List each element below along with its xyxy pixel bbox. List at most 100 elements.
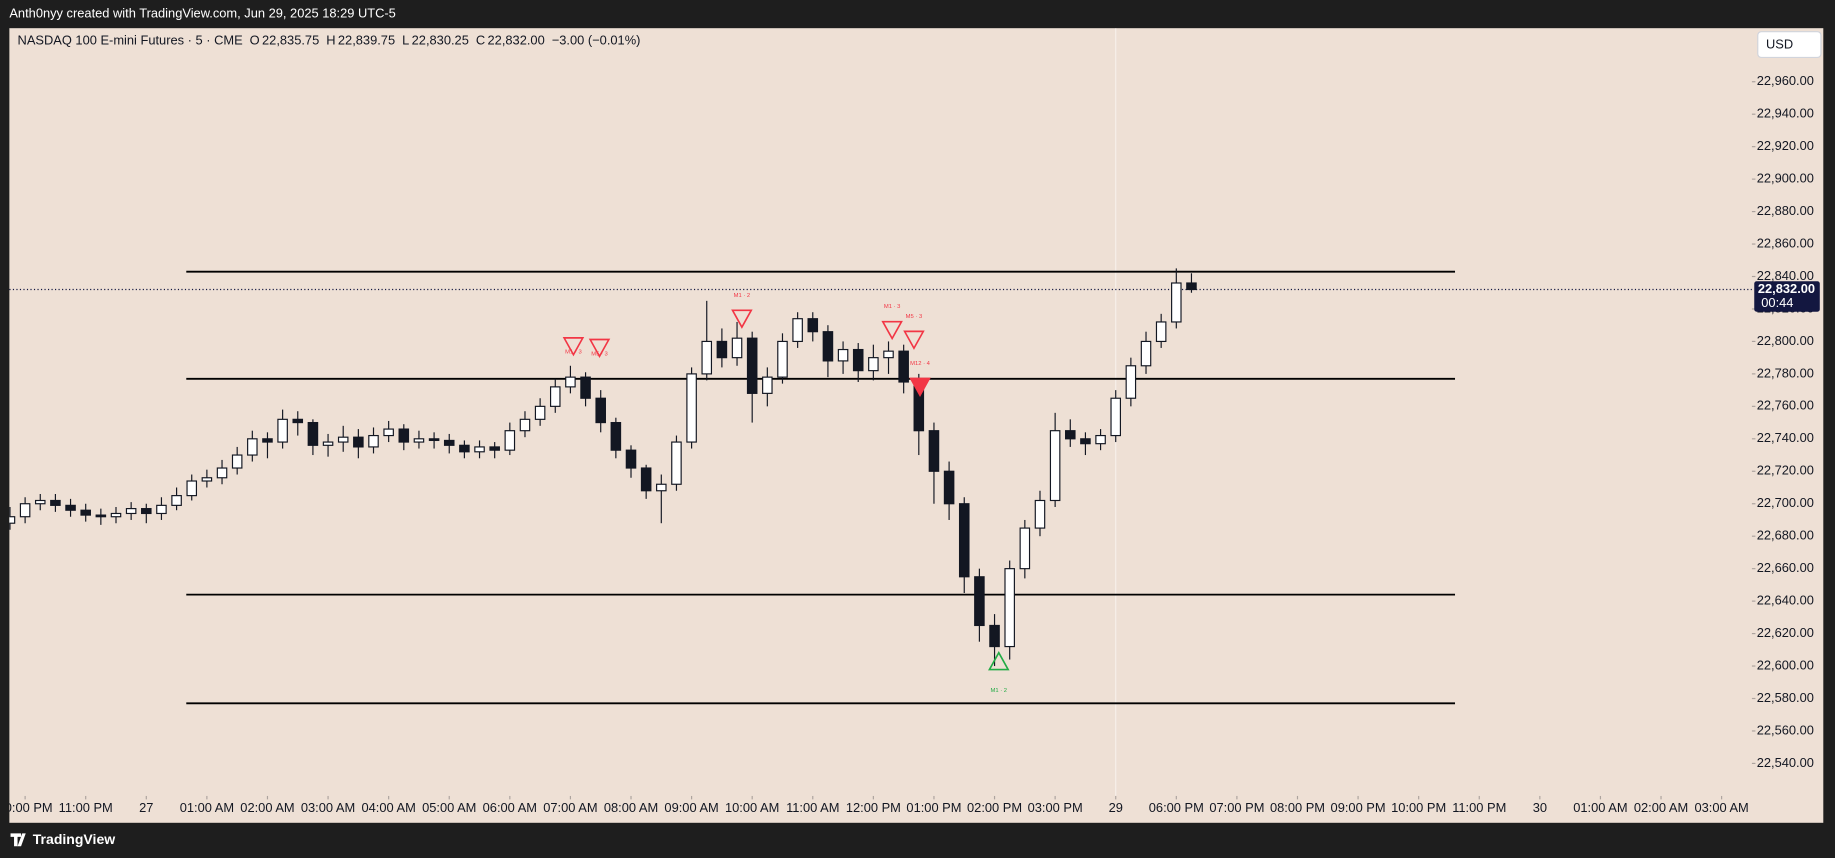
currency-label: USD (1766, 37, 1793, 52)
plot: M1 · 3 M5 · 3 M1 · 2 M1 · 3 M5 · 3 M12 · 4 M1 … (9, 28, 1752, 796)
candle-body (428, 438, 440, 442)
y-tick-label: 22,900.00 (1757, 171, 1814, 186)
x-tick-label: 07:00 PM (1209, 800, 1264, 815)
candle-body (534, 405, 546, 420)
candle-body (1140, 340, 1152, 367)
signal-label: M5 · 3 (591, 351, 608, 357)
signal-marker (903, 330, 925, 350)
candle-body (868, 357, 879, 372)
candle-body (171, 495, 182, 506)
x-tick-label: 06:00 AM (483, 800, 537, 815)
candle-body (565, 376, 576, 388)
signal-marker (881, 320, 903, 341)
y-tick-label: 22,600.00 (1757, 657, 1814, 672)
x-tick-label: 11:00 PM (1452, 800, 1506, 815)
x-tick-label: 01:00 AM (180, 800, 234, 815)
y-axis: 22,540.00 22,560.00 22,580.00 22,600.00 22,6… (1751, 73, 1814, 770)
candle-body (958, 503, 970, 578)
legend-open: 22,835.75 (262, 32, 319, 47)
candle-body (1049, 430, 1061, 502)
legend-change: −3.00 (−0.01%) (552, 32, 641, 47)
candle-body (504, 430, 516, 451)
last-price-label: 22,832.00 (1758, 281, 1815, 296)
y-tick-label: 22,760.00 (1757, 398, 1814, 413)
header-text: Anth0nyy created with TradingView.com, J… (9, 6, 395, 21)
legend-symbol: NASDAQ 100 E-mini Futures · 5 · CME (18, 32, 244, 47)
candle-body (898, 350, 909, 383)
y-tick-label: 22,740.00 (1757, 430, 1814, 445)
y-tick-label: 22,840.00 (1757, 268, 1814, 283)
x-tick-label: 04:00 AM (361, 800, 415, 815)
y-tick-label: 22,640.00 (1757, 593, 1814, 608)
candle-body (625, 449, 637, 469)
x-tick-label: 09:00 PM (1331, 800, 1386, 815)
y-tick-label: 22,780.00 (1757, 365, 1814, 380)
signal-label: M12 · 4 (910, 361, 931, 367)
signal-marker (731, 309, 753, 329)
candle-body (459, 444, 470, 453)
brand-logo (10, 833, 26, 847)
x-tick-label: 11:00 AM (786, 800, 839, 815)
candle-body (322, 441, 334, 446)
candle-body (307, 421, 319, 446)
signal-label: M1 · 3 (884, 304, 901, 310)
candle-body (50, 499, 61, 506)
signal-marker (909, 377, 931, 397)
candle-body (974, 576, 985, 627)
y-tick-label: 22,560.00 (1757, 722, 1814, 737)
candle-body (110, 512, 122, 518)
x-tick-label: 03:00 PM (1028, 800, 1083, 815)
candle-body (9, 516, 16, 524)
y-tick-label: 22,580.00 (1757, 690, 1814, 705)
candle-body (19, 503, 31, 518)
candle-body (95, 514, 107, 518)
candle-body (837, 348, 849, 362)
candle-body (337, 436, 349, 443)
x-tick-label: 02:00 PM (967, 800, 1022, 815)
y-tick-label: 22,700.00 (1757, 495, 1814, 510)
y-tick-label: 22,720.00 (1757, 463, 1814, 478)
candle-body (216, 467, 228, 479)
signal-label: M1 · 2 (734, 293, 751, 299)
currency-button[interactable] (1757, 31, 1822, 59)
candle-body (1080, 438, 1091, 445)
candle-body (807, 318, 819, 333)
y-tick-label: 22,880.00 (1757, 203, 1814, 218)
candle-body (1004, 568, 1015, 648)
x-tick-label: 07:00 AM (543, 800, 597, 815)
x-tick-label: 12:00 PM (846, 800, 901, 815)
legend-c-label: C (476, 32, 485, 47)
y-tick-label: 22,620.00 (1757, 625, 1814, 640)
candle-body (701, 340, 713, 375)
candle-body (1019, 527, 1031, 570)
candle-body (383, 428, 394, 437)
candle-body (156, 504, 167, 515)
candle-body (247, 438, 258, 456)
signal-marker (562, 337, 585, 357)
candle-body (716, 340, 728, 359)
x-tick-label: 10:00 PM (1391, 800, 1446, 815)
candle-body (686, 373, 697, 443)
y-tick-label: 22,660.00 (1757, 560, 1814, 575)
candle-body (943, 470, 955, 505)
x-tick-label: 05:00 AM (422, 800, 476, 815)
candle-body (292, 418, 304, 424)
legend-l-label: L (402, 32, 409, 47)
x-tick-label: 11:00 PM (59, 800, 113, 815)
candle-body (822, 331, 834, 362)
footer: TradingView (10, 831, 115, 847)
candle-body (1064, 430, 1076, 440)
x-tick-label: 01:00 PM (906, 800, 961, 815)
x-tick-label: 02:00 AM (1634, 800, 1688, 815)
x-axis: 10:00 PM 11:00 PM 27 01:00 AM 02:00 AM 03:00 … (9, 795, 1749, 815)
x-tick-label: 08:00 PM (1270, 800, 1325, 815)
countdown-label: 00:44 (1761, 295, 1793, 310)
candle-body (731, 337, 743, 359)
x-tick-label: 06:00 PM (1149, 800, 1204, 815)
candle-body (671, 441, 682, 485)
brand-name: TradingView (33, 831, 115, 847)
candle-body (413, 438, 425, 443)
candle-body (1110, 397, 1122, 437)
candle-body (610, 421, 622, 451)
